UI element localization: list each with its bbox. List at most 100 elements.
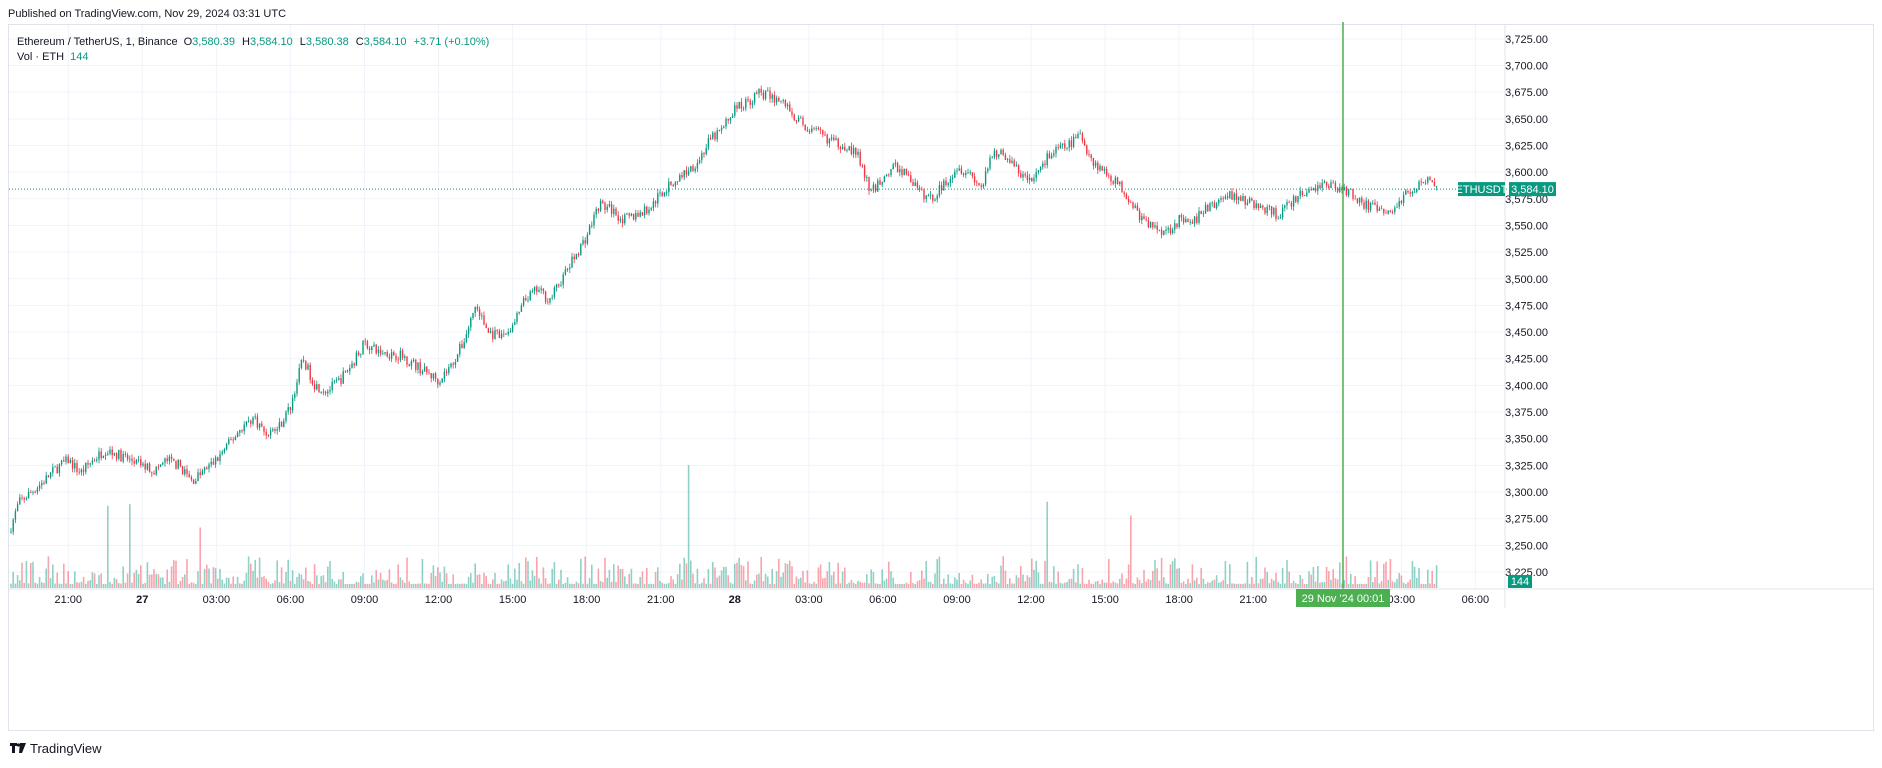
volume-bar — [113, 577, 116, 588]
candle-body — [439, 382, 441, 385]
volume-bar — [406, 557, 408, 588]
y-tick-label: 3,550.00 — [1505, 220, 1548, 232]
candle-body — [641, 212, 644, 216]
candle-body — [1191, 221, 1194, 224]
candle-body — [89, 463, 91, 465]
volume-bar — [63, 563, 65, 588]
candle-body — [80, 469, 83, 473]
volume-bar — [1394, 582, 1396, 588]
candle-body — [1020, 173, 1022, 178]
candle-body — [1435, 186, 1438, 188]
volume-bar — [681, 579, 683, 588]
volume-bar — [1167, 583, 1169, 588]
volume-bar — [1143, 569, 1145, 588]
candle-body — [551, 297, 553, 299]
volume-bar — [256, 577, 259, 588]
candle-body — [643, 206, 646, 216]
tradingview-brand[interactable]: TradingView — [10, 741, 102, 756]
volume-bar — [1396, 578, 1398, 588]
candle-body — [562, 274, 564, 285]
candle-body — [989, 157, 991, 169]
candle-body — [397, 359, 399, 361]
candle-body — [452, 363, 454, 365]
candle-body — [987, 168, 989, 172]
volume-bar — [1037, 572, 1040, 588]
candle-body — [131, 458, 133, 462]
candle-body — [296, 382, 298, 394]
candle-body — [1134, 205, 1136, 208]
volume-label[interactable]: Vol · ETH — [17, 51, 65, 63]
candle-body — [885, 174, 888, 177]
volume-bar — [1059, 582, 1062, 588]
candle-body — [936, 195, 938, 200]
volume-bar — [12, 571, 14, 588]
volume-bar — [668, 582, 670, 588]
volume-bar — [1281, 567, 1284, 588]
y-tick-label: 3,250.00 — [1505, 540, 1548, 552]
candle-body — [1431, 180, 1433, 183]
volume-bar — [888, 561, 890, 588]
candle-body — [1081, 133, 1084, 141]
candle-body — [518, 311, 520, 313]
candle-body — [225, 443, 228, 450]
volume-bar — [925, 560, 927, 588]
volume-bar — [929, 581, 932, 588]
volume-bar — [984, 583, 987, 588]
candle-body — [665, 192, 668, 194]
legend-symbol[interactable]: Ethereum / TetherUS, 1, Binance — [17, 36, 178, 48]
candle-body — [1220, 198, 1222, 200]
candle-body — [1345, 187, 1348, 196]
candle-body — [1198, 211, 1200, 223]
volume-bar — [322, 575, 325, 588]
y-tick-label: 3,700.00 — [1505, 61, 1548, 73]
candle-body — [1279, 217, 1282, 219]
candle-body — [890, 169, 892, 176]
volume-bar — [324, 582, 327, 588]
volume-bar — [995, 582, 998, 588]
candle-body — [199, 472, 201, 476]
candle-body — [485, 324, 487, 329]
candle-body — [668, 181, 670, 193]
candle-body — [1083, 140, 1086, 146]
volume-bar — [1057, 571, 1059, 588]
candle-body — [313, 384, 316, 390]
volume-bar — [1105, 582, 1108, 588]
volume-bar — [716, 577, 718, 588]
volume-bar — [1275, 572, 1277, 588]
volume-bar — [606, 577, 608, 588]
candle-body — [1391, 212, 1394, 213]
candle-body — [945, 180, 947, 186]
candle-body — [1429, 177, 1431, 181]
candle-body — [166, 458, 168, 462]
candle-body — [181, 466, 184, 475]
volume-bar — [828, 562, 831, 588]
volume-bar — [1299, 574, 1301, 588]
volume-bar — [685, 563, 688, 588]
candle-body — [426, 366, 428, 373]
candle-body — [720, 127, 723, 131]
volume-bar — [877, 583, 879, 588]
candle-body — [43, 482, 45, 484]
volume-bar — [192, 582, 195, 588]
y-tick-label: 3,525.00 — [1505, 247, 1548, 259]
candle-body — [21, 497, 23, 499]
volume-bar — [756, 574, 758, 588]
candle-body — [621, 219, 624, 224]
volume-bar — [276, 560, 278, 588]
volume-bar — [813, 581, 815, 588]
volume-bar — [439, 572, 441, 588]
candle-body — [1101, 165, 1103, 171]
volume-bar — [551, 568, 553, 588]
candle-body — [855, 147, 857, 155]
volume-bar — [1306, 583, 1308, 588]
volume-bar — [1185, 583, 1187, 588]
volume-bar — [54, 583, 56, 588]
candle-body — [861, 165, 864, 167]
candle-body — [49, 472, 52, 478]
volume-bar — [522, 583, 525, 588]
volume-bar — [1180, 582, 1183, 588]
volume-bar — [870, 569, 872, 588]
volume-bar — [698, 583, 701, 588]
candle-body — [19, 497, 21, 505]
